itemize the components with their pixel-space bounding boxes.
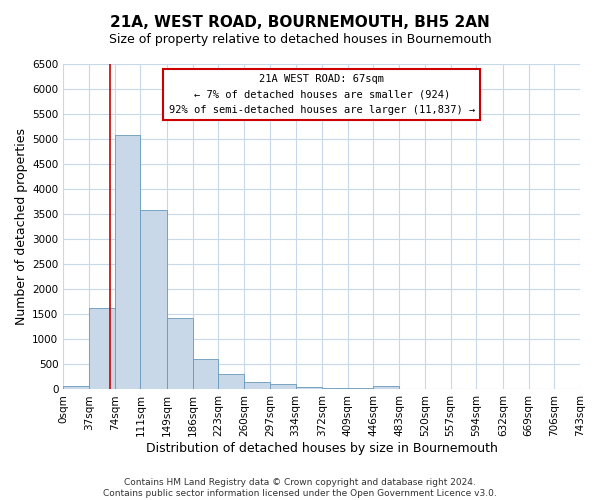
Bar	[218, 374, 244, 390]
X-axis label: Distribution of detached houses by size in Bournemouth: Distribution of detached houses by size …	[146, 442, 497, 455]
Text: Size of property relative to detached houses in Bournemouth: Size of property relative to detached ho…	[109, 32, 491, 46]
Bar	[140, 210, 167, 390]
Bar	[322, 388, 348, 390]
Bar	[115, 135, 140, 390]
Bar	[296, 387, 322, 390]
Bar	[270, 384, 296, 390]
Bar	[373, 386, 399, 390]
Bar	[193, 358, 218, 390]
Bar	[167, 318, 193, 390]
Bar	[244, 382, 270, 390]
Text: 21A WEST ROAD: 67sqm
← 7% of detached houses are smaller (924)
92% of semi-detac: 21A WEST ROAD: 67sqm ← 7% of detached ho…	[169, 74, 475, 115]
Bar	[63, 386, 89, 390]
Text: Contains HM Land Registry data © Crown copyright and database right 2024.
Contai: Contains HM Land Registry data © Crown c…	[103, 478, 497, 498]
Bar	[89, 308, 115, 390]
Text: 21A, WEST ROAD, BOURNEMOUTH, BH5 2AN: 21A, WEST ROAD, BOURNEMOUTH, BH5 2AN	[110, 15, 490, 30]
Bar	[348, 388, 373, 390]
Y-axis label: Number of detached properties: Number of detached properties	[15, 128, 28, 325]
